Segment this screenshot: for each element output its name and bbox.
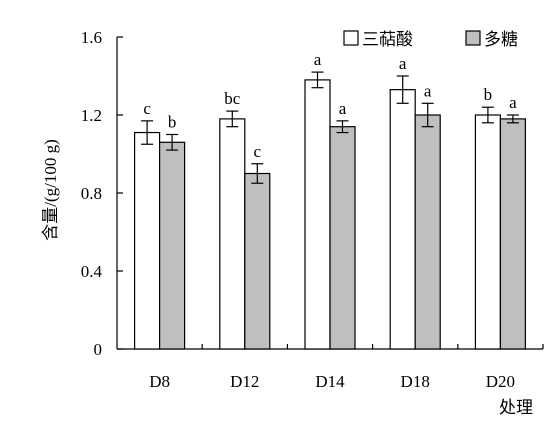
bar: [474, 114, 501, 350]
significance-letter: b: [484, 85, 493, 104]
legend-swatch: [465, 30, 481, 46]
bar: [414, 114, 441, 350]
x-tick-label: D14: [315, 372, 345, 391]
x-tick-label: D12: [230, 372, 259, 391]
bar: [304, 79, 331, 350]
bar: [134, 131, 161, 350]
x-axis-label: 处理: [499, 398, 533, 417]
significance-letter: bc: [224, 89, 241, 108]
y-tick-label: 0.4: [81, 262, 103, 281]
x-tick-label: D8: [149, 372, 170, 391]
significance-letter: c: [143, 99, 151, 118]
significance-letter: a: [399, 54, 407, 73]
legend-swatch: [343, 30, 359, 46]
bar: [244, 172, 271, 350]
y-tick-label: 1.2: [81, 106, 102, 125]
axes: 0 0.4 0.8 1.2 1.6 D8 D12 D14 D18 D20: [81, 28, 544, 391]
x-tick-label: D18: [401, 372, 430, 391]
y-tick-label: 0.8: [81, 184, 102, 203]
legend-label: 三萜酸: [362, 30, 413, 49]
significance-letter: c: [254, 142, 262, 161]
y-axis-label: 含量/(g/100 g): [41, 139, 60, 241]
significance-letter: a: [509, 93, 517, 112]
significance-letter: a: [314, 50, 322, 69]
y-tick-label: 0: [94, 340, 103, 359]
significance-letter: a: [424, 81, 432, 100]
bar: [499, 118, 526, 350]
legend-label: 多糖: [484, 30, 518, 49]
bar: [219, 118, 246, 350]
y-tick-label: 1.6: [81, 28, 102, 47]
bar: [159, 141, 186, 350]
legend: 三萜酸 多糖: [343, 30, 518, 49]
bar: [389, 89, 416, 350]
x-tick-label: D20: [486, 372, 515, 391]
significance-letter: a: [339, 99, 347, 118]
bar: [329, 126, 356, 350]
significance-letter: b: [168, 113, 177, 132]
